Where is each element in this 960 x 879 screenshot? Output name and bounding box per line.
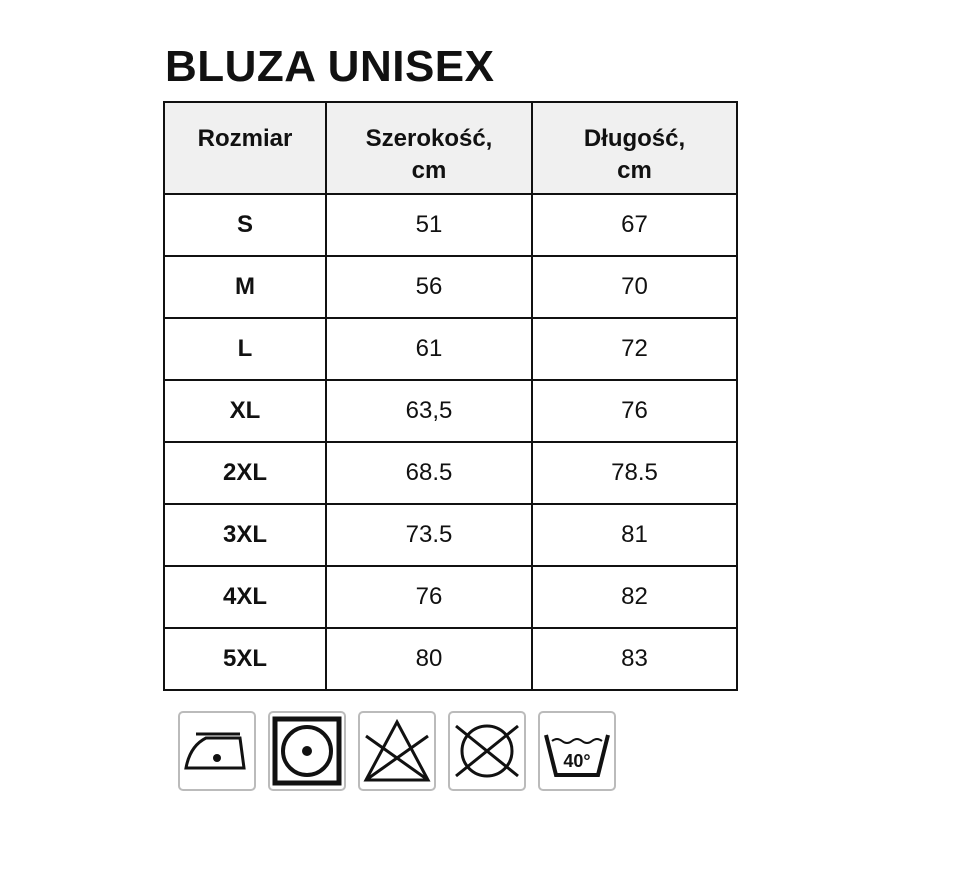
- header-unit: cm: [411, 157, 447, 184]
- wash-40-icon: 40°: [538, 711, 616, 791]
- table-row: XL 63,5 76: [163, 379, 738, 443]
- header-width: Szerokość, cm: [325, 101, 533, 195]
- cell-size: 4XL: [163, 565, 327, 629]
- cell-length: 78.5: [531, 441, 738, 505]
- cell-width: 73.5: [325, 503, 533, 567]
- cell-length: 70: [531, 255, 738, 319]
- cell-width: 80: [325, 627, 533, 691]
- tumble-dry-icon: [268, 711, 346, 791]
- cell-length: 83: [531, 627, 738, 691]
- header-text: Długość,: [583, 125, 686, 152]
- cell-length: 76: [531, 379, 738, 443]
- cell-size: XL: [163, 379, 327, 443]
- cell-size: L: [163, 317, 327, 381]
- header-length: Długość, cm: [531, 101, 738, 195]
- cell-length: 72: [531, 317, 738, 381]
- cell-width: 76: [325, 565, 533, 629]
- header-unit: cm: [617, 157, 652, 184]
- table-row: 3XL 73.5 81: [163, 503, 738, 567]
- table-row: M 56 70: [163, 255, 738, 319]
- no-bleach-icon: [358, 711, 436, 791]
- cell-length: 82: [531, 565, 738, 629]
- cell-length: 67: [531, 193, 738, 257]
- cell-width: 51: [325, 193, 533, 257]
- care-icons: 40°: [178, 711, 616, 791]
- page-title: BLUZA UNISEX: [165, 42, 495, 91]
- cell-length: 81: [531, 503, 738, 567]
- cell-width: 63,5: [325, 379, 533, 443]
- no-dry-clean-icon: [448, 711, 526, 791]
- table-row: 4XL 76 82: [163, 565, 738, 629]
- cell-size: S: [163, 193, 327, 257]
- table-row: 2XL 68.5 78.5: [163, 441, 738, 505]
- iron-low-temp-icon: [178, 711, 256, 791]
- cell-size: 3XL: [163, 503, 327, 567]
- header-size: Rozmiar: [163, 101, 327, 195]
- header-text: Rozmiar: [197, 125, 293, 152]
- table-header-row: Rozmiar Szerokość, cm Długość, cm: [163, 101, 738, 195]
- cell-size: M: [163, 255, 327, 319]
- cell-width: 68.5: [325, 441, 533, 505]
- size-table: Rozmiar Szerokość, cm Długość, cm S 51 67 M 56…: [163, 101, 738, 691]
- table-row: 5XL 80 83: [163, 627, 738, 691]
- wash-temp-label: 40°: [563, 751, 590, 771]
- cell-width: 56: [325, 255, 533, 319]
- table-row: S 51 67: [163, 193, 738, 257]
- cell-size: 5XL: [163, 627, 327, 691]
- cell-size: 2XL: [163, 441, 327, 505]
- table-row: L 61 72: [163, 317, 738, 381]
- header-text: Szerokość,: [365, 125, 493, 152]
- cell-width: 61: [325, 317, 533, 381]
